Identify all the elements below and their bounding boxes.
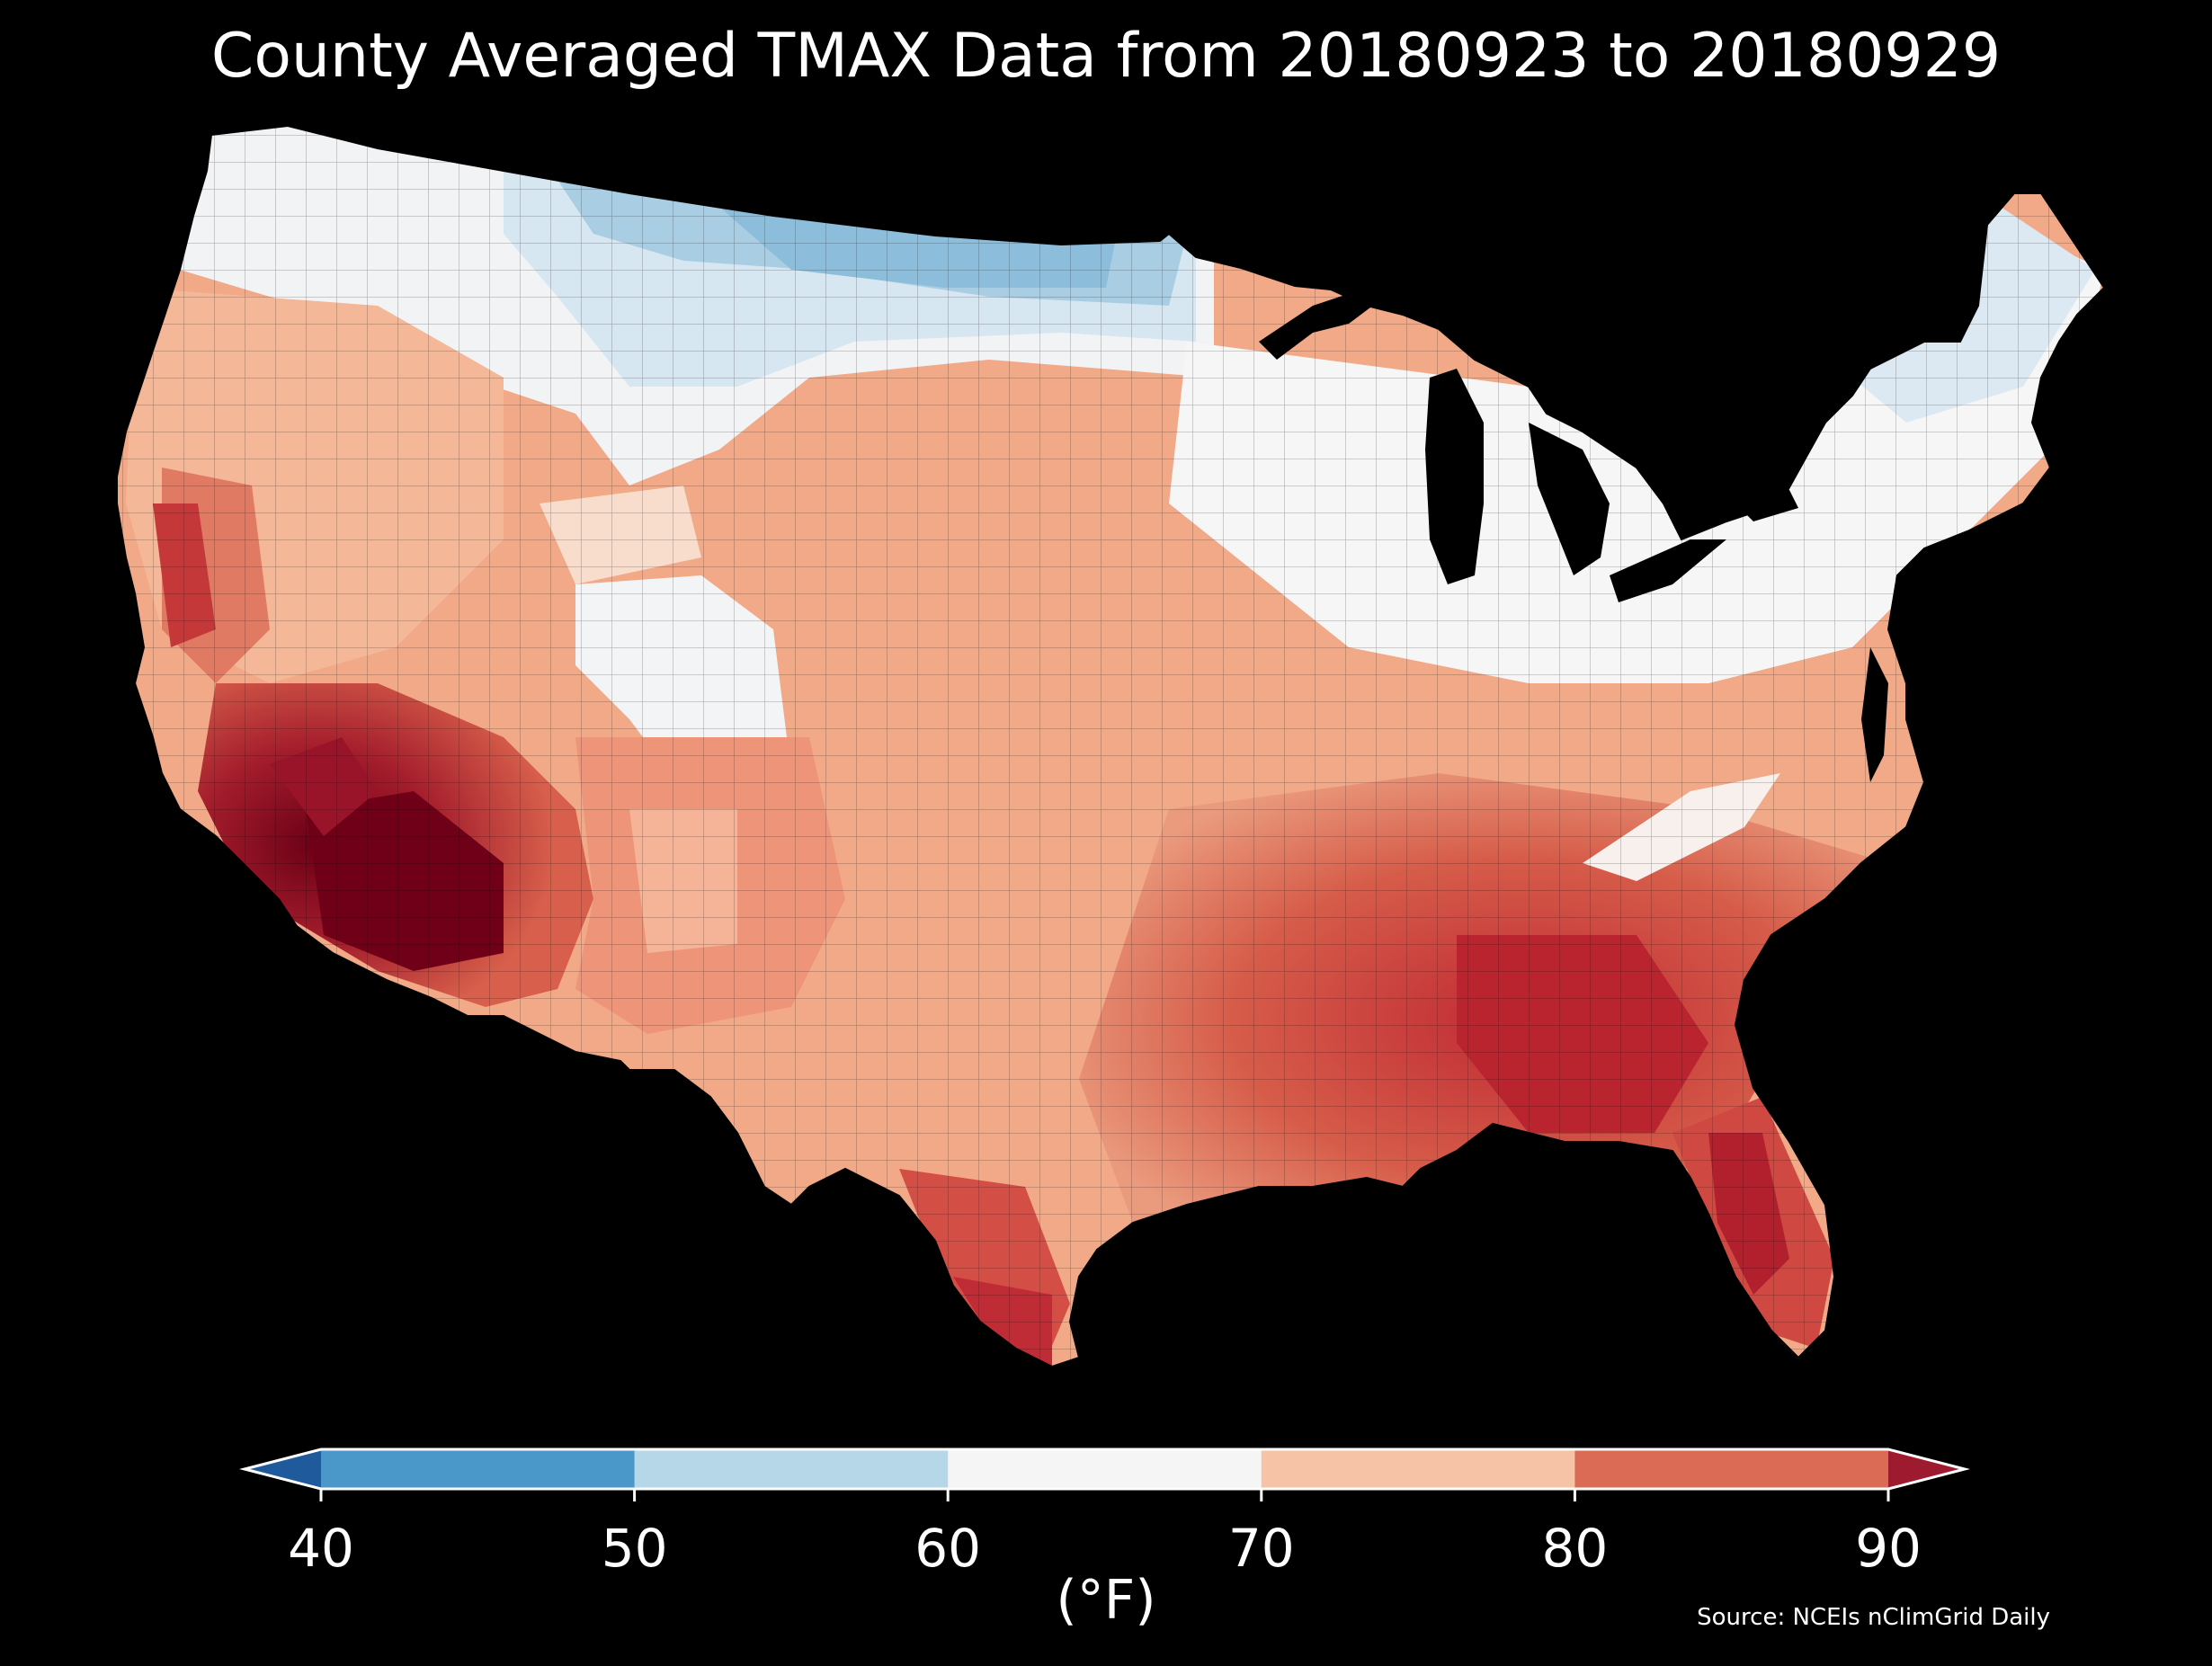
map-title: County Averaged TMAX Data from 20180923 … xyxy=(210,21,2002,92)
lake-huron xyxy=(1529,423,1610,575)
colorbar-bin xyxy=(1574,1449,1889,1489)
lake-superior xyxy=(1259,288,1385,360)
colorbar-tick-label: 50 xyxy=(602,1518,668,1579)
lake-erie xyxy=(1610,539,1726,602)
colorbar-tick-label: 70 xyxy=(1228,1518,1295,1579)
colorbar-extend-high xyxy=(1888,1449,1965,1489)
colorbar-bin xyxy=(321,1449,636,1489)
lake-michigan xyxy=(1425,369,1484,584)
lake-ontario xyxy=(1735,490,1798,521)
colorbar-bin xyxy=(1261,1449,1575,1489)
colorbar-bin xyxy=(948,1449,1262,1489)
colorbar-tick-label: 80 xyxy=(1541,1518,1608,1579)
source-credit: Source: NCEIs nClimGrid Daily xyxy=(1697,1604,2050,1631)
colorbar-extend-low xyxy=(245,1449,321,1489)
chesapeake-bay xyxy=(1861,647,1888,782)
colorbar-tick-label: 40 xyxy=(288,1518,354,1579)
colorbar-bin xyxy=(634,1449,949,1489)
colorbar-tick-label: 60 xyxy=(914,1518,981,1579)
colorbar-unit: (°F) xyxy=(1056,1569,1156,1632)
colorbar-tick-label: 90 xyxy=(1855,1518,1922,1579)
